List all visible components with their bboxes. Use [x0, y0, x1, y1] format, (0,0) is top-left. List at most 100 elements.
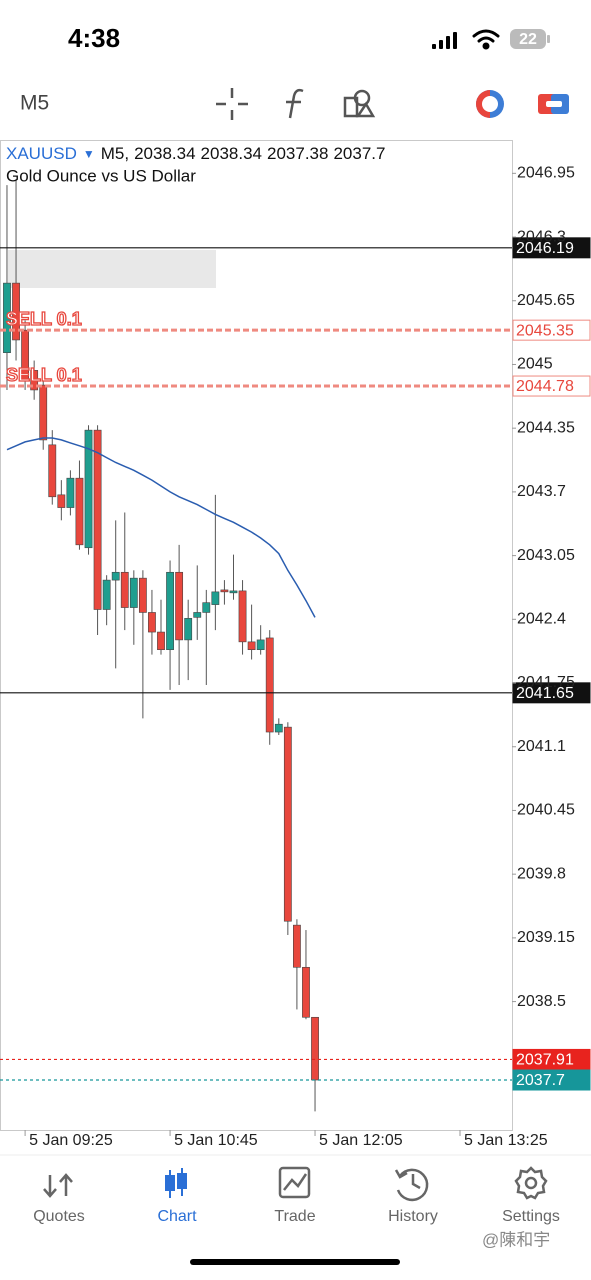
y-tick-label: 2043.05: [517, 547, 575, 564]
y-tick-label: 2045.65: [517, 292, 575, 309]
price-tag: [512, 1048, 591, 1070]
symbol[interactable]: XAUUSD: [6, 144, 77, 163]
candle-body: [93, 429, 102, 610]
y-tick-label: 2046.3: [517, 228, 566, 245]
candle-body: [102, 579, 111, 610]
moving-average: [6, 437, 316, 618]
candle-body: [256, 639, 265, 651]
candle-body: [166, 571, 174, 651]
candle-body: [12, 282, 20, 341]
price-tag-label: 2044.78: [516, 378, 574, 395]
signal-icon: [432, 32, 457, 49]
last-close: 2037.7: [333, 144, 385, 163]
candle-body: [274, 723, 283, 733]
x-tick-label: 5 Jan 13:25: [464, 1132, 548, 1149]
y-tick-label: 2039.15: [517, 929, 575, 946]
price-tag: [512, 375, 591, 397]
price-tag-label: 2037.91: [516, 1052, 574, 1069]
candle-body: [120, 571, 129, 608]
y-tick-label: 2044.35: [517, 419, 575, 436]
candle-body: [148, 612, 156, 633]
nav-label[interactable]: Settings: [502, 1208, 560, 1225]
price-tag-label: 2037.7: [516, 1072, 565, 1089]
nav-label[interactable]: Trade: [274, 1208, 315, 1225]
nav-label[interactable]: Chart: [157, 1208, 197, 1225]
price-tag-label: 2041.65: [516, 685, 574, 702]
quotes-icon: [43, 1173, 73, 1198]
order-label: SELL 0.1: [6, 309, 82, 329]
objects-button[interactable]: [343, 89, 376, 118]
candle-body: [175, 571, 184, 641]
nav-label[interactable]: Quotes: [33, 1208, 85, 1225]
bottom-nav: Quotes Chart Trade History Settings: [33, 1166, 560, 1225]
candle-body: [129, 577, 138, 608]
chart-frame: [0, 140, 513, 1131]
period: M5,: [101, 144, 129, 163]
trade-button[interactable]: [476, 90, 504, 118]
last-low: 2037.38: [267, 144, 328, 163]
candle-body: [138, 577, 147, 613]
x-tick-label: 5 Jan 10:45: [174, 1132, 258, 1149]
candle-body: [57, 494, 66, 508]
y-tick-label: 2045: [517, 356, 553, 373]
history-icon: [394, 1168, 429, 1202]
price-tag: [512, 237, 591, 259]
timeframe-button[interactable]: M5: [20, 92, 49, 115]
y-tick-label: 2043.7: [517, 483, 566, 500]
y-tick-label: 2042.4: [517, 611, 566, 628]
candle-body: [157, 631, 165, 651]
nav-label[interactable]: History: [388, 1208, 438, 1225]
candle-body: [265, 637, 274, 733]
price-levels: 2046.19 2045.35 SELL 0.1 2044.78 SELL 0.1 204…: [0, 237, 591, 1091]
candle-body: [39, 384, 48, 441]
price-tag-label: 2045.35: [516, 322, 574, 339]
overlay-panel: [8, 250, 216, 288]
order-label: SELL 0.1: [6, 365, 82, 385]
chart-icon: [165, 1168, 187, 1198]
last-open: 2038.34: [134, 144, 195, 163]
price-tag: [512, 1069, 591, 1091]
watermark: @陳和宇: [482, 1230, 550, 1249]
wifi-icon: [472, 29, 500, 50]
y-tick-label: 2038.5: [517, 993, 566, 1010]
y-tick-label: 2041.1: [517, 738, 566, 755]
crosshair-button[interactable]: [216, 88, 248, 120]
battery-tip: [547, 35, 550, 43]
candle-body: [293, 924, 301, 968]
candle-body: [111, 571, 120, 581]
candle-body: [30, 370, 39, 391]
candle-body: [84, 429, 93, 549]
candle-body: [238, 590, 247, 643]
last-high: 2038.34: [201, 144, 262, 163]
symbol-dropdown[interactable]: ▼: [83, 147, 95, 161]
candle-body: [66, 477, 75, 508]
y-tick-label: 2040.45: [517, 802, 575, 819]
y-tick-label: 2039.8: [517, 865, 566, 882]
symbol-description: Gold Ounce vs US Dollar: [6, 166, 196, 185]
status-time: 4:38: [68, 23, 120, 53]
price-tag: [512, 682, 591, 704]
candle-body: [311, 1016, 319, 1081]
candle-body: [184, 618, 193, 641]
indicators-button[interactable]: [286, 88, 304, 119]
price-tag-label: 2046.19: [516, 240, 574, 257]
plot: [3, 180, 319, 1112]
candle-body: [247, 641, 256, 651]
settings-icon: [514, 1166, 548, 1200]
y-tick-label: 2046.95: [517, 165, 575, 182]
candle-body: [283, 726, 292, 922]
x-tick-label: 5 Jan 09:25: [29, 1132, 113, 1149]
candle-body: [3, 282, 11, 354]
candle-body: [202, 602, 211, 613]
x-tick-label: 5 Jan 12:05: [319, 1132, 403, 1149]
candle-body: [75, 477, 84, 546]
candle-body: [220, 589, 229, 593]
trade-icon: [278, 1166, 311, 1199]
y-tick-label: 2041.75: [517, 674, 575, 691]
candle-body: [211, 591, 220, 605]
candle-body: [193, 612, 202, 618]
account-button[interactable]: [538, 94, 569, 114]
candle-body: [48, 444, 57, 498]
